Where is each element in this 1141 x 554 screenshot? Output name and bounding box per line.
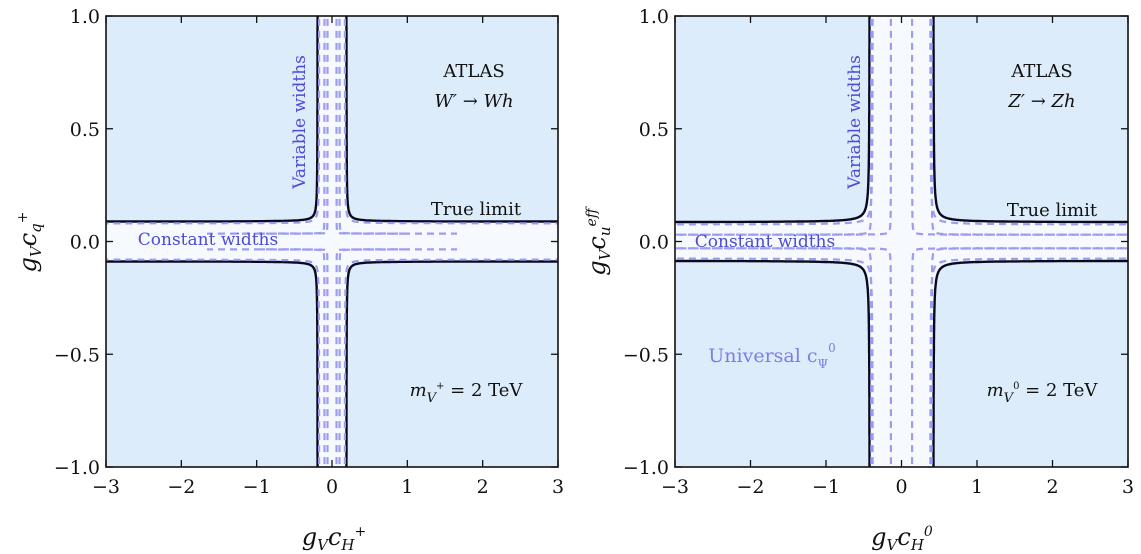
- left-plot-area: −3 −2 −1 0 1 2 3 −1.0 −0.5 0.0 0.5 1.0: [54, 6, 564, 498]
- right-process-label: Z′ → Zh: [1007, 91, 1075, 112]
- right-series-constant-widths-lower-left: [675, 247, 873, 467]
- right-x-tick-label: 1: [971, 476, 983, 498]
- right-series-true-limit-lower-right: [932, 259, 1128, 467]
- left-excluded-region-upper-right: [346, 16, 558, 222]
- left-y-tick-label: −0.5: [54, 344, 100, 366]
- left-x-tick-label: 0: [326, 476, 338, 498]
- left-series-variable-widths-upper-right: [335, 16, 404, 235]
- right-series-constant-widths-lower-right: [930, 247, 1128, 467]
- left-series-outer-band-upper-left: [106, 16, 321, 225]
- right-x-tick-label: 0: [895, 476, 907, 498]
- left-series-outer-band-lower-right: [343, 258, 558, 467]
- left-series-constant-widths-upper-left: [207, 16, 326, 235]
- left-series-true-limit-lower-right: [345, 260, 558, 467]
- left-excluded-region-lower-left: [106, 261, 318, 467]
- left-series-true-limit-lower-left: [106, 260, 319, 467]
- right-universal-sup: 0: [828, 341, 836, 355]
- left-constant-widths-label: Constant widths: [138, 230, 278, 250]
- left-mass-label: mV+ = 2 TeV: [410, 380, 524, 406]
- left-excluded-region-lower-right: [346, 261, 558, 467]
- left-x-tick-label: 2: [477, 476, 489, 498]
- right-universal-label: Universal cΨ 0: [708, 341, 835, 371]
- right-mass-label: mV0 = 2 TeV: [987, 380, 1099, 406]
- left-series-constant-widths-upper-right: [338, 16, 457, 235]
- left-x-tick-label: 1: [401, 476, 413, 498]
- right-mass-sup: 0: [1013, 381, 1019, 392]
- right-series-outer-band-lower-left: [675, 257, 874, 467]
- right-x-tick-label: −2: [736, 476, 764, 498]
- left-x-tick-label: −1: [243, 476, 271, 498]
- right-mass-sub: V: [1004, 391, 1015, 406]
- right-series-constant-widths-upper-left: [675, 16, 873, 236]
- left-x-axis-title: gVcH+: [302, 523, 367, 554]
- right-true-limit-label: True limit: [1007, 200, 1098, 221]
- right-series-true-limit-lower-left: [675, 259, 871, 467]
- left-y-axis-title: gVcq+: [14, 211, 45, 272]
- left-mass-sup: +: [436, 381, 444, 392]
- left-excluded-region-upper-left: [106, 16, 318, 222]
- left-mass-symbol: m: [410, 380, 427, 401]
- right-experiment-label: ATLAS: [1010, 61, 1072, 82]
- right-universal-sub: Ψ: [818, 357, 829, 371]
- left-x-tick-label: 3: [552, 476, 564, 498]
- right-series-outer-band-upper-right: [929, 16, 1128, 226]
- left-mass-value: = 2 TeV: [444, 380, 523, 401]
- left-series-variable-widths-lower-left: [260, 248, 329, 467]
- right-mass-value: = 2 TeV: [1019, 380, 1098, 401]
- left-true-limit-label: True limit: [431, 199, 522, 220]
- left-series-constant-widths-lower-left: [207, 248, 326, 467]
- left-process-label: W′ → Wh: [434, 91, 513, 112]
- right-constant-widths-label: Constant widths: [695, 232, 835, 252]
- right-series-outer-band-lower-right: [929, 257, 1128, 467]
- right-plot-area: −3 −2 −1 0 1 2 3 −1.0 −0.5 0.0 0.5 1.0: [623, 6, 1134, 498]
- left-series-variable-widths-lower-right: [335, 248, 404, 467]
- left-experiment-label: ATLAS: [442, 61, 504, 82]
- right-excluded-region-lower-right: [933, 261, 1128, 467]
- left-y-tick-label: −1.0: [54, 457, 100, 479]
- left-mass-sub: V: [427, 391, 438, 406]
- right-panel: −3 −2 −1 0 1 2 3 −1.0 −0.5 0.0 0.5 1.0 ATLAS Z′ → Z…: [583, 6, 1134, 554]
- left-series-outer-band-upper-right: [343, 16, 558, 225]
- left-series-variable-widths-upper-left: [260, 16, 329, 235]
- left-series-outer-band-lower-left: [106, 258, 321, 467]
- right-series-constant-widths-upper-right: [930, 16, 1128, 236]
- left-y-tick-label: 0.0: [70, 232, 100, 254]
- right-universal-text: Universal c: [708, 345, 817, 367]
- right-x-tick-label: 3: [1122, 476, 1134, 498]
- right-excluded-region-upper-right: [933, 16, 1128, 222]
- right-y-tick-label: 1.0: [639, 6, 669, 28]
- right-x-tick-label: −3: [661, 476, 689, 498]
- left-y-tick-label: 0.5: [70, 119, 100, 141]
- right-y-tick-label: 0.5: [639, 119, 669, 141]
- right-variable-widths-label: Variable widths: [845, 55, 865, 190]
- right-series-true-limit-upper-left: [675, 16, 871, 224]
- right-y-tick-label: 0.0: [639, 232, 669, 254]
- left-series-true-limit-upper-right: [345, 16, 558, 223]
- left-series-true-limit-upper-left: [106, 16, 319, 223]
- right-y-tick-label: −0.5: [623, 344, 669, 366]
- left-variable-widths-label: Variable widths: [290, 55, 310, 190]
- right-excluded-region-upper-left: [675, 16, 870, 222]
- right-series-outer-band-upper-left: [675, 16, 874, 226]
- right-y-axis-title: gVcueff: [583, 206, 614, 276]
- right-mass-symbol: m: [987, 380, 1004, 401]
- right-x-tick-label: −1: [812, 476, 840, 498]
- right-excluded-region-lower-left: [675, 261, 870, 467]
- right-y-tick-label: −1.0: [623, 457, 669, 479]
- left-x-tick-label: −3: [92, 476, 120, 498]
- right-x-axis-title: gVcH0: [871, 523, 933, 554]
- left-x-tick-label: −2: [167, 476, 195, 498]
- right-series-true-limit-upper-right: [932, 16, 1128, 224]
- left-y-tick-label: 1.0: [70, 6, 100, 28]
- left-panel: −3 −2 −1 0 1 2 3 −1.0 −0.5 0.0 0.5 1.0 ATLAS W′ → W…: [14, 6, 564, 554]
- right-x-tick-label: 2: [1046, 476, 1058, 498]
- left-series-constant-widths-lower-right: [338, 248, 457, 467]
